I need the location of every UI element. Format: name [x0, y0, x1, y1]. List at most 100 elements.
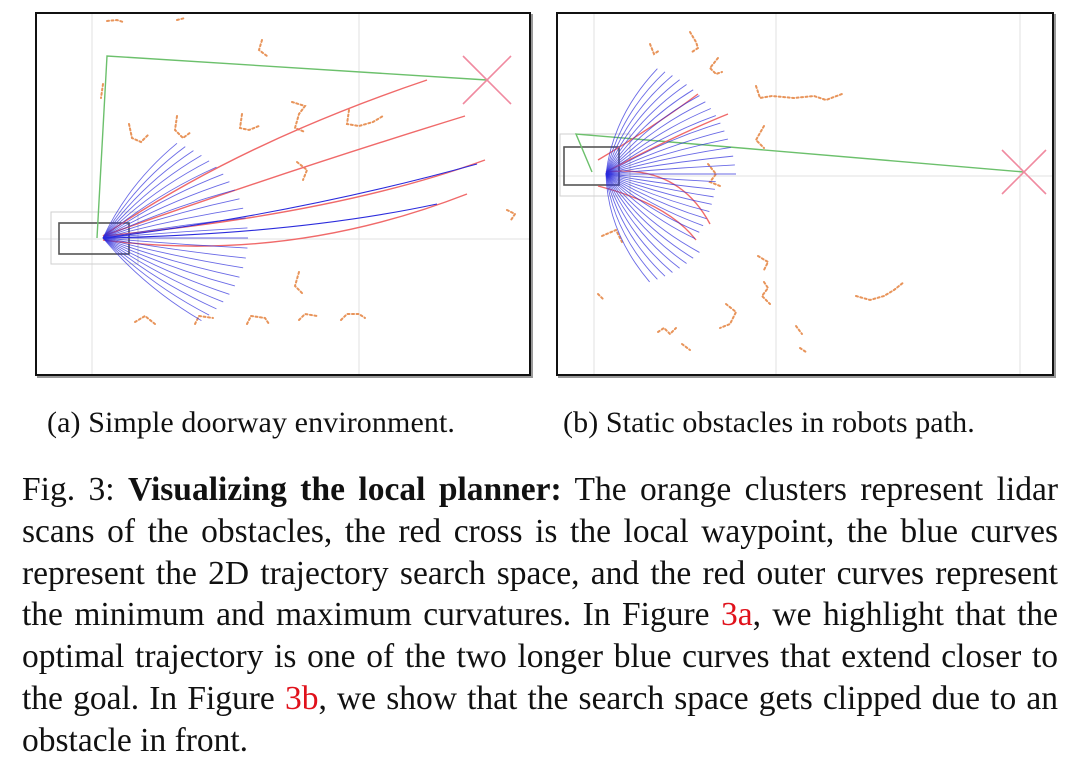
max-curvature-bound: [102, 79, 428, 237]
trajectory-curve: [102, 146, 186, 239]
obstacle-cluster: [657, 326, 677, 336]
panel-a-plot: [35, 12, 531, 376]
caption-label: Fig. 3:: [22, 471, 115, 508]
trajectory-curve: [605, 84, 687, 175]
waypoint-cross: [1001, 149, 1047, 195]
trajectory-curve: [605, 173, 700, 233]
obstacle-cluster: [340, 313, 366, 321]
min-curvature-bound: [102, 115, 466, 237]
trajectory-curve: [605, 173, 716, 183]
obstacle-cluster: [246, 314, 270, 325]
trajectory-curve: [102, 155, 202, 239]
obstacle-cluster: [597, 293, 605, 301]
panel-a-visualization: [37, 14, 529, 374]
caption-title: Visualizing the local planner:: [128, 471, 562, 508]
trajectory-curve: [605, 147, 731, 175]
obstacle-cluster: [799, 347, 807, 353]
obstacle-cluster: [760, 281, 771, 305]
trajectory-curve: [605, 173, 680, 269]
trajectory-curve: [605, 155, 734, 175]
obstacle-cluster: [506, 209, 517, 221]
obstacle-cluster: [194, 314, 214, 325]
figure-ref-3b[interactable]: 3b: [284, 679, 319, 717]
trajectory-curve: [605, 75, 673, 175]
trajectory-curve: [102, 237, 235, 287]
obstacle-cluster: [649, 43, 661, 56]
min-curvature-bound: [605, 170, 711, 225]
trajectory-curve: [102, 237, 230, 295]
trajectory-curve: [605, 173, 715, 190]
trajectory-curve: [605, 164, 735, 175]
trajectory-curve: [102, 237, 202, 321]
trajectory-curve: [605, 68, 658, 175]
obstacle-cluster: [681, 343, 691, 351]
panel-b-visualization: [558, 14, 1052, 374]
obstacle-cluster: [257, 39, 268, 57]
curvature-bound: [597, 93, 699, 161]
figure-ref-3a[interactable]: 3a: [720, 596, 753, 634]
trajectory-curve: [605, 89, 694, 175]
trajectory-curve: [605, 79, 680, 175]
trajectory-curve: [102, 227, 248, 239]
trajectory-curve: [102, 237, 240, 278]
trajectory-curve: [605, 173, 666, 277]
curvature-bound: [102, 193, 468, 247]
trajectory-curve: [102, 189, 235, 239]
obstacle-cluster: [176, 17, 186, 21]
trajectory-curve: [605, 115, 716, 175]
trajectory-curve: [102, 237, 246, 259]
obstacle-cluster: [757, 255, 770, 271]
trajectory-curve: [102, 198, 240, 239]
obstacle-cluster: [293, 271, 304, 295]
trajectory-curve: [102, 237, 210, 316]
trajectory-curve: [102, 166, 217, 239]
trajectory-curve: [605, 173, 707, 220]
obstacle-cluster: [345, 109, 384, 128]
trajectory-curve: [605, 173, 658, 280]
obstacle-cluster: [106, 18, 124, 23]
caption-text-2: , we highlight that the optimal trajecto…: [22, 596, 1059, 717]
obstacle-cluster: [296, 161, 309, 181]
global-path: [574, 133, 1025, 173]
obstacle-cluster: [238, 113, 260, 132]
trajectory-curve: [605, 122, 721, 175]
trajectory-curve: [605, 173, 687, 264]
trajectory-curve: [102, 237, 244, 269]
trajectory-curve: [605, 173, 714, 198]
trajectory-curve: [102, 207, 244, 239]
curvature-bound: [597, 185, 697, 241]
caption-text-3: , we show that the search space gets cli…: [22, 679, 1058, 759]
trajectory-curve: [605, 173, 694, 259]
trajectory-curve: [102, 181, 230, 239]
trajectory-curve: [605, 173, 650, 283]
obstacle-cluster: [855, 281, 905, 302]
obstacle-cluster: [173, 115, 192, 140]
trajectory-curve: [605, 71, 666, 175]
obstacle-cluster: [795, 325, 803, 335]
obstacle-cluster: [689, 31, 700, 53]
trajectory-curve: [102, 142, 178, 239]
max-curvature-bound: [605, 113, 729, 173]
trajectory-curve: [102, 160, 210, 239]
obstacle-cluster: [134, 314, 156, 325]
trajectory-curve: [605, 138, 728, 175]
optimal-candidate-curve: [102, 163, 478, 239]
obstacle-cluster: [754, 125, 765, 149]
trajectory-curve: [605, 101, 706, 175]
optimal-candidate-curve: [102, 203, 438, 239]
trajectory-curve: [605, 173, 712, 205]
figure-caption: Fig. 3: Visualizing the local planner: T…: [22, 469, 1058, 762]
obstacle-cluster: [719, 303, 738, 329]
obstacle-cluster: [128, 123, 150, 144]
trajectory-curve: [102, 150, 194, 239]
trajectory-curve: [605, 108, 711, 175]
trajectory-curve: [605, 130, 725, 175]
obstacle-cluster: [601, 228, 623, 243]
trajectory-curve: [102, 217, 246, 239]
caption-text-1: The orange clusters represent lidar scan…: [22, 471, 1058, 634]
trajectory-curve: [605, 95, 700, 175]
trajectory-curve: [605, 173, 696, 240]
trajectory-curve: [605, 173, 673, 273]
trajectory-curve: [102, 237, 217, 310]
curvature-bound: [102, 159, 486, 237]
